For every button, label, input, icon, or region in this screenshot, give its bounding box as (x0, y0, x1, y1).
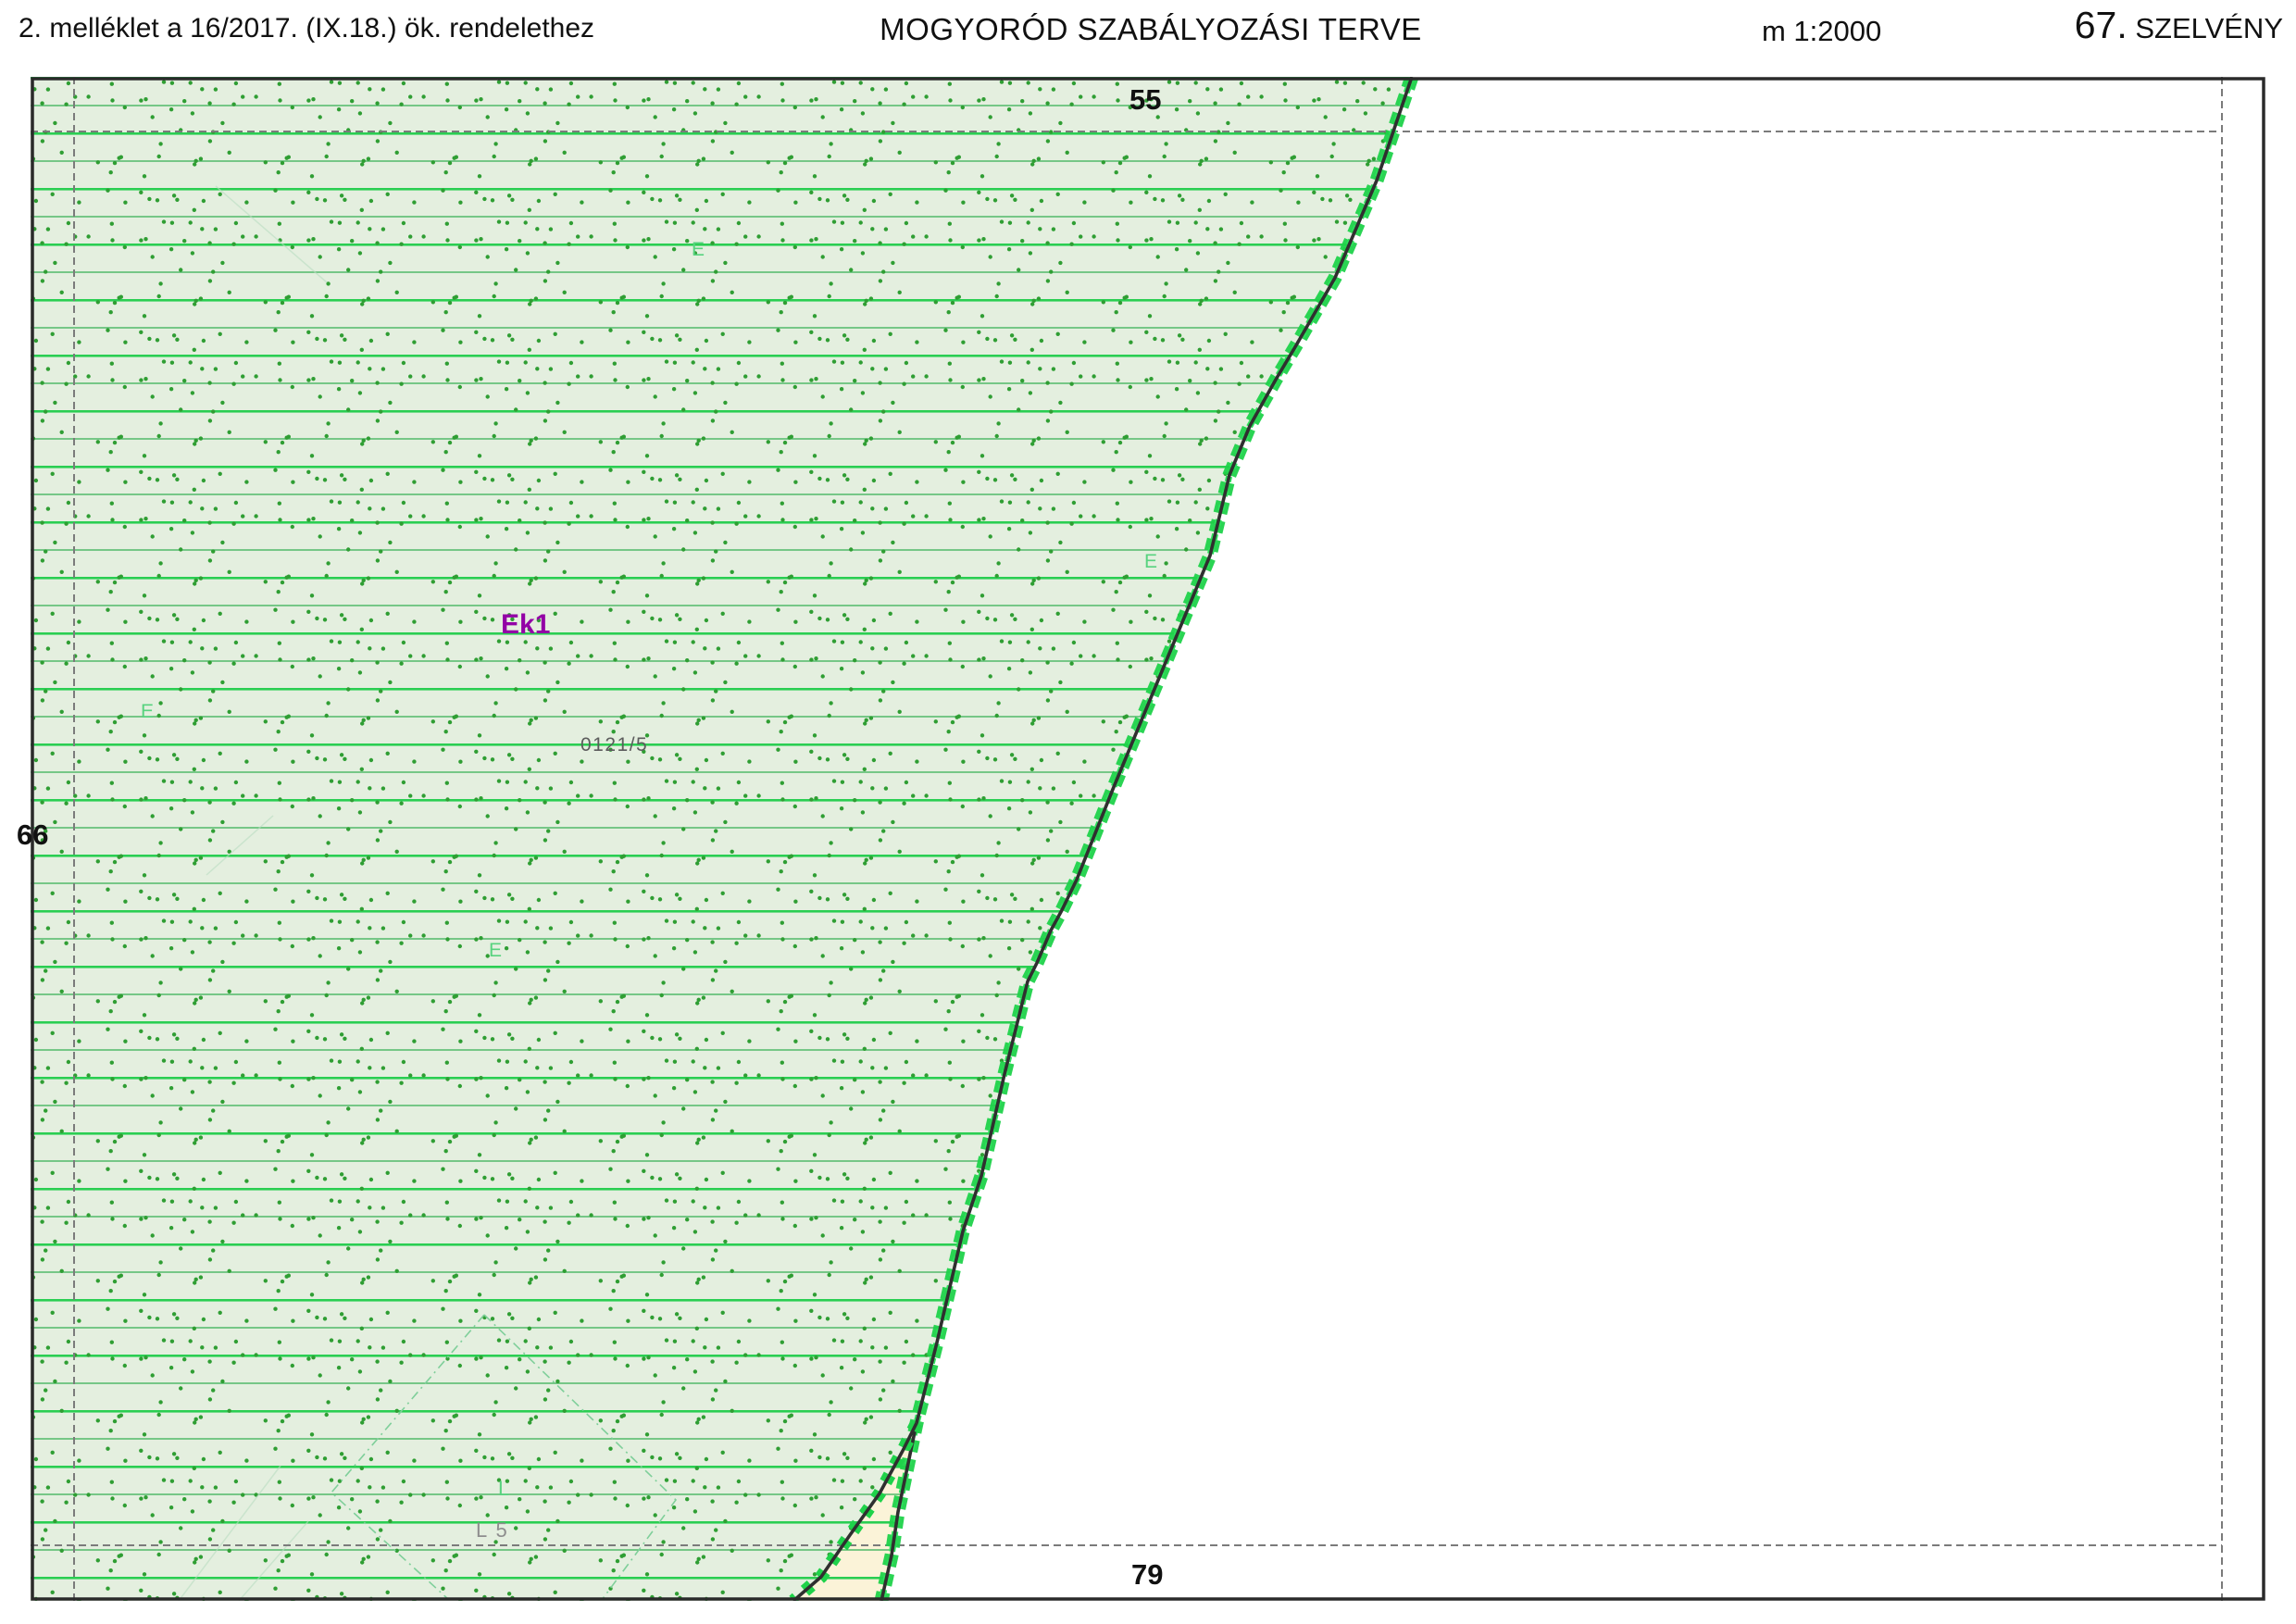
diamond-outline-left (330, 1314, 485, 1601)
faint-parcel-line (206, 815, 274, 876)
diamond-outline-right (483, 1314, 678, 1601)
main-boundary-line (880, 77, 1414, 1601)
page-title: MOGYORÓD SZABÁLYOZÁSI TERVE (880, 12, 1422, 46)
sheet-word-text: SZELVÉNY (2135, 12, 2283, 44)
sheet-number-label: 67. SZELVÉNY (2075, 4, 2283, 47)
map-frame (31, 77, 2265, 1601)
map-border (31, 77, 2265, 1601)
faint-parcel-line (238, 1520, 309, 1601)
map-canvas (31, 77, 2265, 1601)
faint-parcel-line (215, 185, 328, 283)
forest-zone-dots (31, 77, 1412, 1601)
faint-parcel-line (178, 1465, 281, 1601)
sheet-number: 67. (2074, 4, 2128, 46)
map-scale-label: m 1:2000 (1762, 15, 1882, 47)
branch-boundary-line (792, 1422, 918, 1601)
header-attachment-label: 2. melléklet a 16/2017. (IX.18.) ök. ren… (19, 13, 595, 44)
